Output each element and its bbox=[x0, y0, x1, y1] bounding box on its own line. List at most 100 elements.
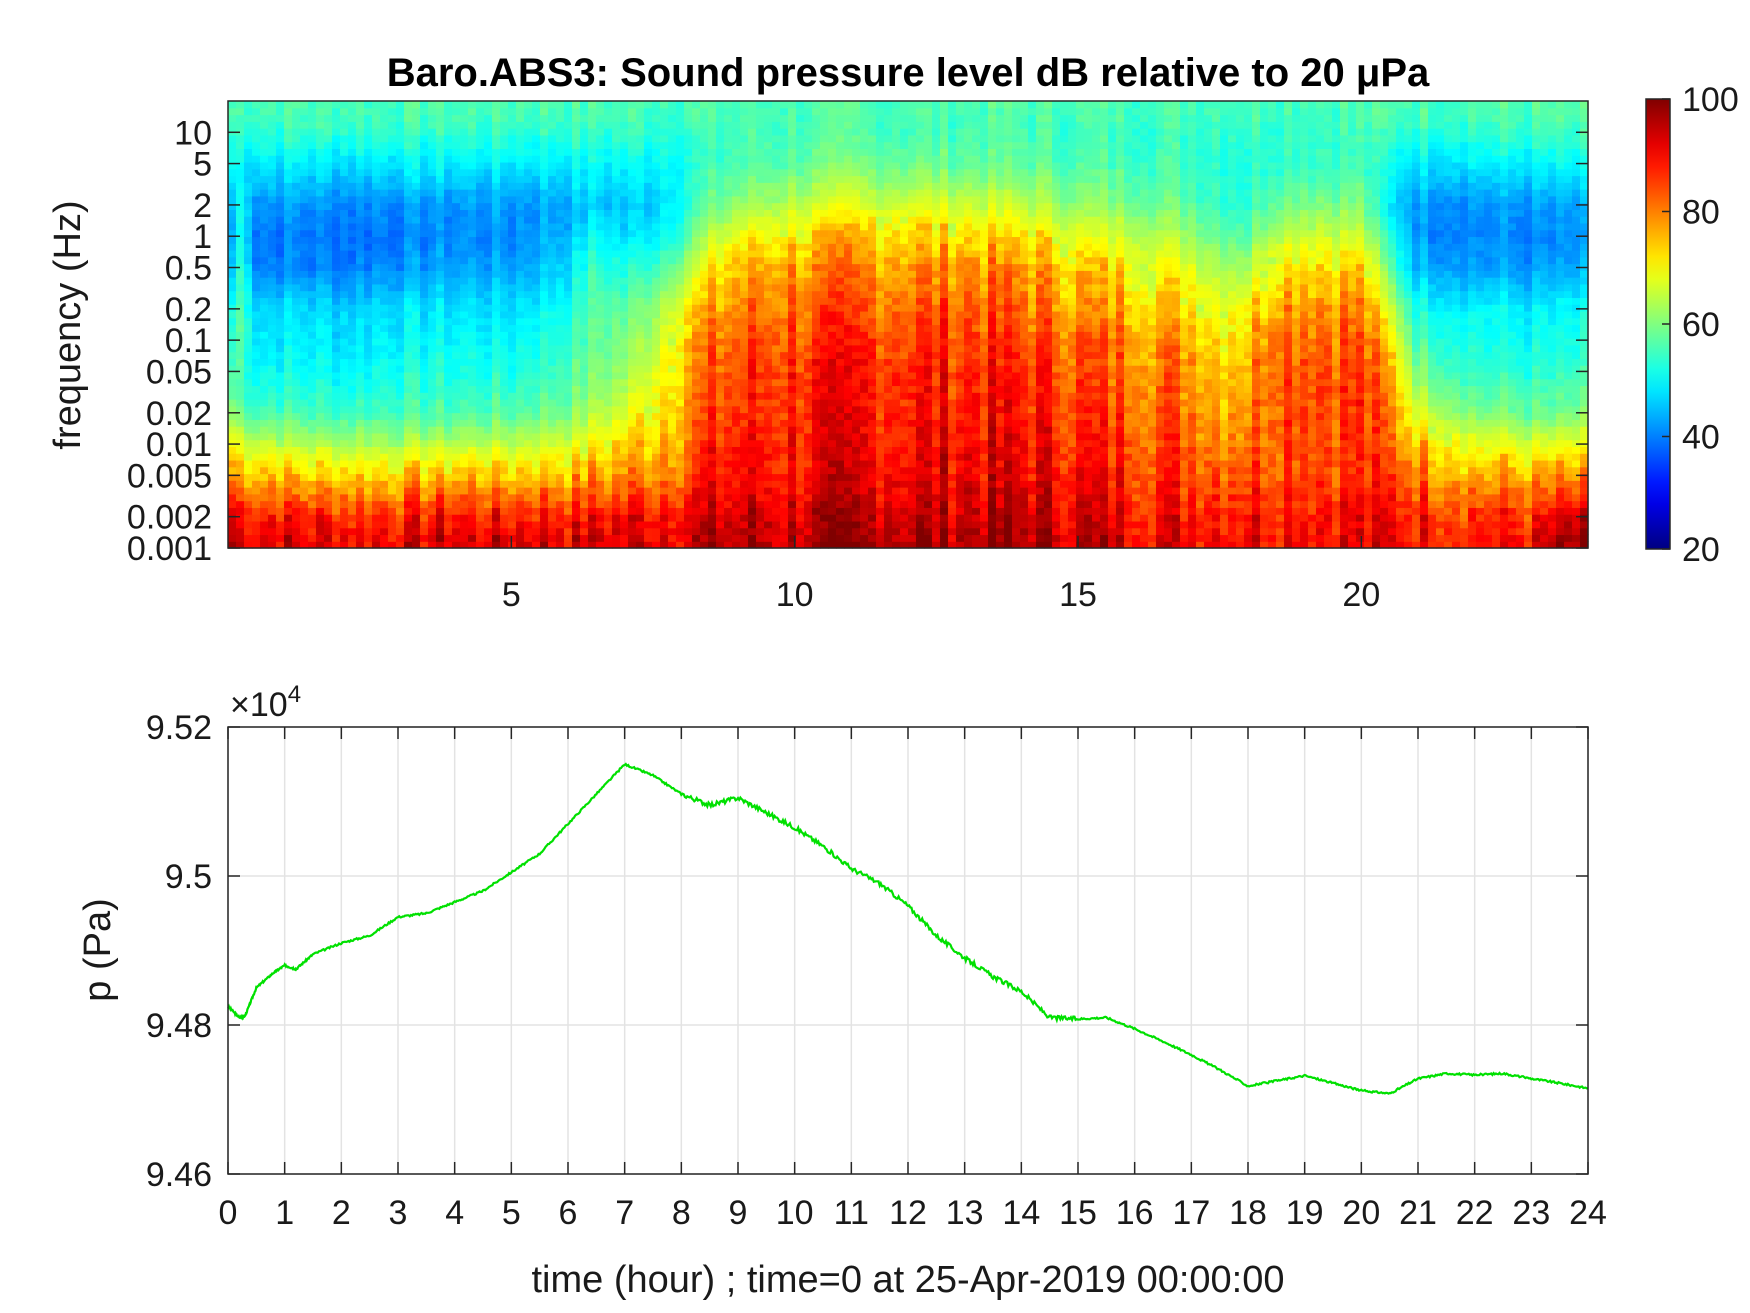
spectrogram-cell bbox=[420, 229, 429, 238]
spectrogram-cell bbox=[796, 222, 805, 231]
spectrogram-cell bbox=[340, 141, 349, 150]
spectrogram-cell bbox=[636, 520, 645, 529]
spectrogram-cell bbox=[748, 175, 757, 183]
spectrogram-cell bbox=[284, 155, 293, 163]
spectrogram-cell bbox=[588, 500, 597, 508]
spectrogram-cell bbox=[780, 541, 789, 549]
spectrogram-cell bbox=[516, 236, 525, 244]
spectrogram-cell bbox=[476, 534, 485, 542]
spectrogram-cell bbox=[460, 507, 469, 515]
spectrogram-cell bbox=[428, 134, 437, 143]
spectrogram-cell bbox=[356, 209, 365, 217]
spectrogram-cell bbox=[364, 250, 373, 258]
spectrogram-cell bbox=[788, 209, 797, 217]
spectrogram-cell bbox=[524, 148, 533, 156]
spectrogram-cell bbox=[484, 338, 493, 346]
spectrogram-cell bbox=[468, 426, 477, 434]
spectrogram-cell bbox=[652, 263, 661, 271]
spectrogram-cell bbox=[668, 236, 677, 244]
spectrogram-cell bbox=[596, 290, 605, 299]
spectrogram-cell bbox=[364, 439, 373, 448]
spectrogram-cell bbox=[692, 304, 701, 312]
spectrogram-cell bbox=[660, 432, 669, 441]
spectrogram-cell bbox=[236, 392, 245, 400]
spectrogram-cell bbox=[332, 155, 341, 163]
spectrogram-cell bbox=[268, 419, 277, 427]
spectrogram-cell bbox=[540, 101, 549, 109]
spectrogram-cell bbox=[692, 480, 701, 488]
spectrogram-cell bbox=[756, 263, 765, 271]
spectrogram-cell bbox=[284, 148, 293, 156]
spectrogram-cell bbox=[284, 175, 293, 183]
spectrogram-cell bbox=[452, 507, 461, 515]
spectrogram-cell bbox=[596, 236, 605, 244]
spectrogram-cell bbox=[404, 283, 413, 292]
spectrogram-cell bbox=[748, 216, 757, 224]
spectrogram-cell bbox=[772, 365, 781, 373]
spectrogram-cell bbox=[524, 500, 533, 508]
spectrogram-cell bbox=[604, 107, 613, 116]
spectrogram-cell bbox=[476, 121, 485, 129]
spectrogram-cell bbox=[348, 419, 357, 427]
spectrogram-cell bbox=[284, 290, 293, 299]
spectrogram-cell bbox=[796, 507, 805, 515]
spectrogram-cell bbox=[708, 493, 717, 502]
spectrogram-cell bbox=[772, 371, 781, 380]
spectrogram-cell bbox=[804, 263, 813, 271]
spectrogram-cell bbox=[596, 412, 605, 420]
spectrogram-cell bbox=[700, 277, 709, 285]
spectrogram-cell bbox=[532, 134, 541, 143]
spectrogram-cell bbox=[484, 324, 493, 332]
spectrogram-cell bbox=[452, 229, 461, 238]
spectrogram-cell bbox=[492, 493, 501, 502]
spectrogram-cell bbox=[580, 155, 589, 163]
spectrogram-cell bbox=[276, 520, 285, 529]
spectrogram-cell bbox=[380, 405, 389, 414]
spectrogram-cell bbox=[740, 114, 749, 122]
spectrogram-cell bbox=[556, 480, 565, 488]
spectrogram-cell bbox=[652, 189, 661, 197]
spectrogram-cell bbox=[788, 148, 797, 156]
spectrogram-cell bbox=[788, 500, 797, 508]
spectrogram-cell bbox=[244, 331, 253, 339]
spectrogram-cell bbox=[316, 385, 325, 393]
spectrogram-cell bbox=[276, 317, 285, 326]
spectrogram-cell bbox=[580, 121, 589, 129]
spectrogram-cell bbox=[796, 405, 805, 414]
spectrogram-cell bbox=[468, 107, 477, 116]
spectrogram-cell bbox=[652, 236, 661, 244]
spectrogram-cell bbox=[396, 263, 405, 271]
spectrogram-cell bbox=[228, 520, 237, 529]
spectrogram-cell bbox=[476, 317, 485, 326]
spectrogram-cell bbox=[308, 399, 317, 407]
spectrogram-cell bbox=[708, 250, 717, 258]
spectrogram-cell bbox=[228, 399, 237, 407]
spectrogram-cell bbox=[348, 493, 357, 502]
spectrogram-cell bbox=[396, 331, 405, 339]
spectrogram-cell bbox=[420, 500, 429, 508]
spectrogram-cell bbox=[724, 297, 733, 305]
spectrogram-cell bbox=[300, 121, 309, 129]
spectrogram-cell bbox=[268, 263, 277, 271]
spectrogram-cell bbox=[764, 317, 773, 326]
spectrogram-cell bbox=[628, 134, 637, 143]
spectrogram-cell bbox=[572, 480, 581, 488]
spectrogram-cell bbox=[636, 229, 645, 238]
spectrogram-cell bbox=[460, 331, 469, 339]
spectrogram-cell bbox=[228, 432, 237, 441]
spectrogram-cell bbox=[324, 331, 333, 339]
spectrogram-cell bbox=[564, 155, 573, 163]
spectrogram-cell bbox=[780, 270, 789, 278]
spectrogram-cell bbox=[692, 399, 701, 407]
spectrogram-cell bbox=[780, 128, 789, 136]
spectrogram-cell bbox=[692, 161, 701, 170]
spectrogram-cell bbox=[644, 189, 653, 197]
spectrogram-cell bbox=[372, 175, 381, 183]
spectrogram-cell bbox=[580, 378, 589, 387]
spectrogram-cell bbox=[364, 399, 373, 407]
spectrogram-cell bbox=[388, 534, 397, 542]
spectrogram-cell bbox=[748, 148, 757, 156]
spectrogram-cell bbox=[732, 385, 741, 393]
spectrogram-cell bbox=[660, 392, 669, 400]
spectrogram-cell bbox=[700, 317, 709, 326]
